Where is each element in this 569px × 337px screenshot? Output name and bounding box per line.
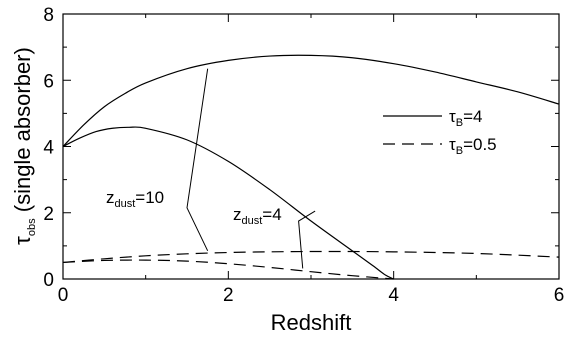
y-axis-title: τobs (single absorber) [10,47,38,245]
y-tick-label: 8 [43,5,54,26]
x-tick-labels: 0 2 4 6 [58,285,565,306]
dashed-series-line-2 [62,250,560,264]
annotation-zdust-4: zdust=4 [233,205,282,227]
x-axis-title: Redshift [271,310,352,335]
y-tick-label: 2 [43,204,54,225]
axis-ticks [62,13,560,280]
x-tick-label: 0 [58,285,69,306]
y-tick-label: 6 [43,71,54,92]
x-tick-label: 2 [223,285,234,306]
solid-series-line-0 [62,54,560,147]
y-tick-label: 4 [43,138,54,159]
dashed-series-line-3 [62,259,394,280]
x-tick-label: 6 [554,285,565,306]
y-tick-labels: 0 2 4 6 8 [43,5,54,291]
annotation-pointers [186,68,316,269]
annotation-pointer-0 [186,68,209,252]
y-tick-label: 0 [43,270,54,291]
annotation-zdust-10: zdust=10 [106,188,164,210]
legend: τB=4 τB=0.5 [383,107,497,157]
solid-series-line-1 [62,126,394,280]
series-lines [62,54,560,280]
legend-label-tau-b-0-5: τB=0.5 [449,135,497,157]
legend-label-tau-b-4: τB=4 [449,107,482,129]
annotation-pointer-1 [298,210,316,269]
x-tick-label: 4 [388,285,399,306]
